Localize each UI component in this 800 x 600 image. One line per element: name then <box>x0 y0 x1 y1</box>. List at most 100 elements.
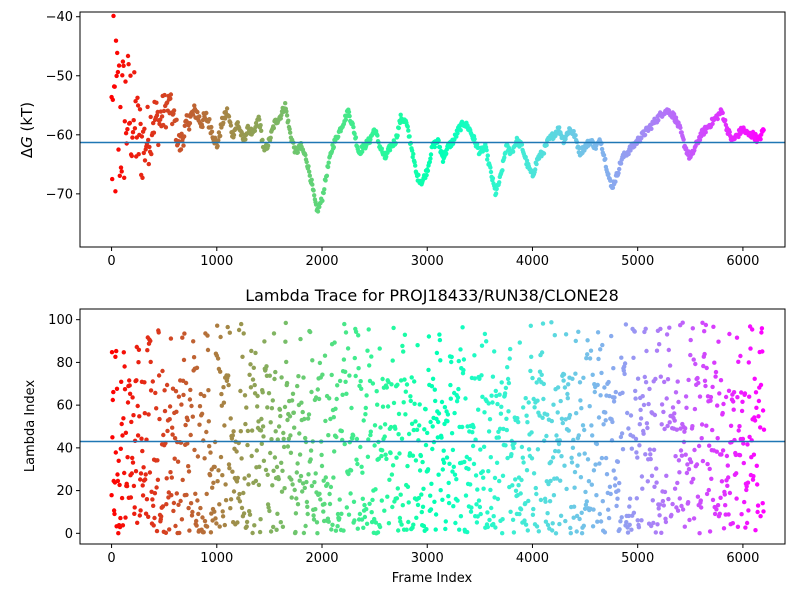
lambda-point <box>567 412 573 418</box>
lambda-point <box>651 520 656 526</box>
lambda-point <box>702 351 707 357</box>
lambda-point <box>132 505 137 510</box>
lambda-point <box>710 427 715 433</box>
free-energy-point <box>192 103 197 108</box>
lambda-point <box>491 514 496 519</box>
lambda-point <box>417 402 422 407</box>
lambda-point <box>682 429 687 434</box>
lambda-point <box>557 521 562 527</box>
lambda-point <box>303 523 308 529</box>
lambda-point <box>217 502 222 507</box>
lambda-point <box>712 511 718 517</box>
lambda-point <box>470 430 475 435</box>
lambda-point <box>461 357 467 362</box>
lambda-point <box>647 386 652 392</box>
free-energy-point <box>343 117 348 122</box>
lambda-point <box>164 382 170 388</box>
lambda-point <box>315 387 320 392</box>
lambda-point <box>657 513 662 518</box>
free-energy-point <box>727 129 732 135</box>
lambda-point <box>142 411 147 416</box>
lambda-point <box>119 495 125 501</box>
lambda-point <box>475 514 480 519</box>
lambda-point <box>493 525 498 530</box>
free-energy-point <box>146 137 151 143</box>
free-energy-point <box>145 104 150 110</box>
lambda-point <box>187 397 193 402</box>
lambda-point <box>167 417 172 422</box>
lambda-point <box>601 422 606 427</box>
lambda-point <box>449 354 454 360</box>
lambda-point <box>110 435 115 440</box>
lambda-point <box>719 452 724 457</box>
lambda-point <box>198 505 203 511</box>
lambda-point <box>731 407 736 412</box>
lambda-point <box>500 473 506 478</box>
free-energy-point <box>617 166 622 172</box>
lambda-point <box>551 493 557 498</box>
lambda-point <box>305 511 310 517</box>
free-energy-point <box>125 127 130 132</box>
lambda-point <box>545 412 550 417</box>
lambda-point <box>553 531 559 536</box>
lambda-point <box>559 454 564 459</box>
lambda-point <box>534 524 540 529</box>
lambda-point <box>710 384 715 390</box>
lambda-point <box>177 530 182 536</box>
lambda-point <box>575 463 580 468</box>
lambda-point <box>227 330 232 335</box>
free-energy-point <box>135 103 141 108</box>
lambda-point <box>154 485 159 490</box>
lambda-point <box>121 416 126 421</box>
lambda-points <box>109 320 767 536</box>
lambda-point <box>288 450 294 455</box>
lambda-point <box>397 515 403 521</box>
lambda-point <box>196 511 201 517</box>
lambda-point <box>390 463 396 468</box>
lambda-point <box>292 425 297 430</box>
free-energy-point <box>197 114 202 119</box>
lambda-point <box>503 385 509 391</box>
lambda-point <box>645 479 650 484</box>
lambda-point <box>315 531 320 536</box>
lambda-point <box>169 493 174 498</box>
free-energy-point <box>671 111 677 117</box>
lambda-point <box>168 470 173 475</box>
lambda-point <box>223 482 228 487</box>
lambda-point <box>496 435 501 440</box>
lambda-point <box>288 433 293 438</box>
lambda-point <box>490 400 495 405</box>
lambda-point <box>745 442 750 447</box>
lambda-point <box>268 450 273 456</box>
lambda-point <box>578 398 583 403</box>
lambda-point <box>460 325 465 330</box>
lambda-point <box>150 379 155 384</box>
lambda-point <box>407 451 413 456</box>
lambda-point <box>528 323 533 328</box>
lambda-point <box>673 454 678 459</box>
lambda-point <box>652 412 658 418</box>
lambda-point <box>206 419 211 424</box>
free-energy-point <box>599 146 605 152</box>
lambda-point <box>758 382 764 388</box>
lambda-point <box>302 485 307 491</box>
lambda-point <box>737 453 743 458</box>
lambda-point <box>428 493 433 498</box>
free-energy-point <box>163 125 169 130</box>
lambda-point <box>297 452 303 457</box>
y-tick-label: 60 <box>56 399 73 414</box>
plot-frame-bottom <box>79 308 786 545</box>
lambda-point <box>335 524 340 529</box>
lambda-point <box>266 505 271 510</box>
lambda-point <box>580 423 586 428</box>
lambda-point <box>398 492 403 497</box>
lambda-point <box>289 495 294 500</box>
lambda-point <box>477 376 482 381</box>
lambda-point <box>380 448 385 453</box>
lambda-point <box>692 447 697 453</box>
lambda-point <box>539 372 544 377</box>
lambda-point <box>516 419 521 425</box>
lambda-point <box>518 491 523 496</box>
lambda-point <box>329 527 334 532</box>
lambda-point <box>727 331 732 337</box>
